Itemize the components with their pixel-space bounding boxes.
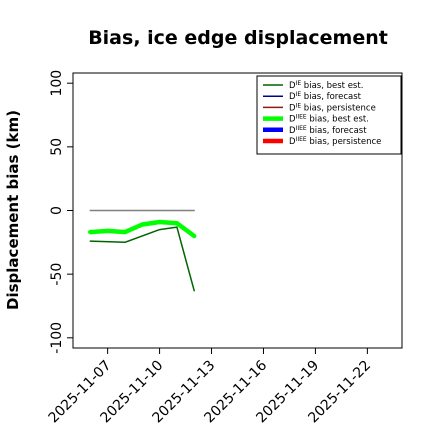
chart-title: Bias, ice edge displacement xyxy=(88,27,388,49)
y-tick-label: -50 xyxy=(49,263,65,286)
legend-entry: DIE bias, forecast xyxy=(289,91,362,102)
legend-entry: DIIEE bias, forecast xyxy=(289,125,367,136)
y-tick-label: 100 xyxy=(49,70,65,97)
legend: DIE bias, best est.DIE bias, forecastDIE… xyxy=(256,75,402,155)
legend-entry: DIIEE bias, best est. xyxy=(289,114,369,125)
y-tick-label: 0 xyxy=(49,206,65,215)
legend-entry: DIE bias, persistence xyxy=(289,102,376,113)
series-line xyxy=(89,226,195,292)
y-tick-label: 50 xyxy=(49,138,65,156)
legend-entry: DIIEE bias, persistence xyxy=(289,136,381,147)
series-line xyxy=(88,219,197,239)
y-tick-label: -100 xyxy=(49,322,65,354)
y-axis-label: Displacement bias (km) xyxy=(4,110,22,310)
legend-entry: DIE bias, best est. xyxy=(289,80,363,91)
